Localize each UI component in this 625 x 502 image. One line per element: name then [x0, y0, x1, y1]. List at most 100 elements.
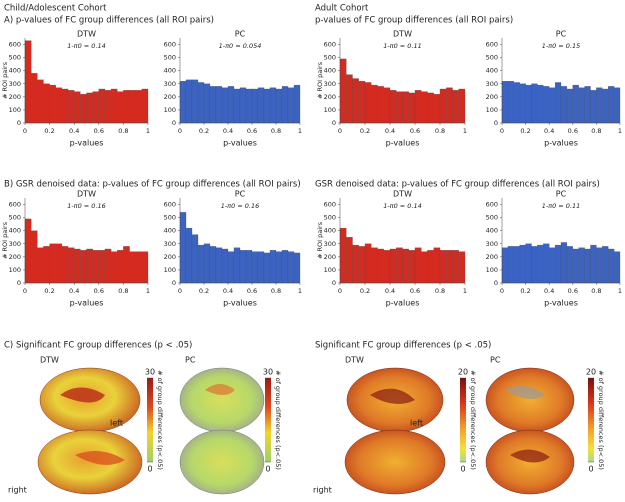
bar: [215, 86, 223, 124]
chart-title: DTW: [393, 190, 412, 199]
bar: [389, 248, 397, 284]
y-tick-label: 200: [324, 93, 336, 101]
bar: [608, 248, 615, 284]
bar: [67, 247, 75, 284]
bar: [414, 247, 422, 284]
bar: [339, 227, 347, 284]
bar: [191, 79, 199, 124]
x-tick-label: 0: [23, 127, 27, 135]
x-tick-label: 0: [178, 127, 182, 135]
y-tick-label: 0: [494, 119, 498, 127]
bar: [439, 88, 447, 124]
colorbar-tick-label: 20: [586, 368, 596, 377]
x-tick-label: 0.4: [69, 127, 79, 135]
y-tick-label: 200: [9, 93, 21, 101]
bar: [578, 87, 585, 124]
bar: [537, 84, 544, 124]
y-tick-label: 0: [172, 279, 176, 287]
bar: [30, 73, 38, 124]
cohort-title: Adult Cohort: [315, 4, 369, 14]
bar: [408, 250, 416, 284]
y-tick-label: 0: [172, 119, 176, 127]
y-tick-label: 600: [164, 201, 176, 209]
colorbar-tick-label: 20: [458, 368, 468, 377]
hemisphere-label: left: [410, 419, 423, 428]
bar: [123, 246, 130, 284]
y-axis-label: # ROI pairs: [1, 61, 9, 99]
y-axis-label: # ROI pairs: [316, 61, 324, 99]
x-tick-label: 0.6: [568, 287, 578, 295]
bar: [358, 246, 366, 284]
bar: [513, 246, 520, 284]
bar: [572, 84, 579, 124]
bar: [275, 251, 283, 284]
x-tick-label: 0.2: [520, 287, 530, 295]
bar: [364, 243, 372, 284]
x-tick-label: 0.8: [118, 287, 128, 295]
bar: [566, 246, 573, 284]
x-tick-label: 1: [146, 127, 150, 135]
bar: [269, 87, 277, 124]
y-tick-label: 600: [9, 201, 21, 209]
x-axis-label: p-values: [70, 139, 104, 148]
bar: [383, 250, 391, 284]
bar: [110, 251, 118, 284]
bar: [24, 40, 32, 124]
x-tick-label: 0: [338, 127, 342, 135]
chart-title: PC: [235, 30, 246, 39]
bar: [578, 247, 585, 284]
bar: [251, 88, 259, 124]
y-tick-label: 100: [164, 266, 176, 274]
y-tick-label: 100: [486, 106, 498, 114]
colorbar: [265, 378, 271, 462]
bar: [452, 90, 459, 124]
bar: [507, 246, 514, 284]
x-tick-label: 0.4: [544, 287, 554, 295]
bar: [531, 246, 538, 284]
bar: [358, 81, 366, 124]
x-tick-label: 1: [298, 127, 302, 135]
bar: [92, 250, 99, 284]
chart-subtitle: 1-π0 = 0.14: [383, 202, 422, 210]
y-tick-label: 400: [164, 67, 176, 75]
section-title: C) Significant FC group differences (p <…: [4, 341, 192, 351]
x-axis-label: p-values: [223, 139, 257, 148]
y-tick-label: 0: [17, 279, 21, 287]
x-tick-label: 0.2: [360, 127, 370, 135]
x-tick-label: 0.6: [247, 287, 257, 295]
y-tick-label: 500: [486, 214, 498, 222]
bar: [371, 247, 378, 284]
bar: [55, 243, 63, 284]
bar: [117, 91, 124, 124]
bar: [257, 251, 265, 284]
y-tick-label: 200: [486, 253, 498, 261]
x-tick-label: 0.6: [247, 127, 257, 135]
bar: [30, 230, 38, 284]
bar: [543, 243, 550, 284]
y-axis-label: # ROI pairs: [1, 221, 9, 259]
bar: [352, 78, 359, 124]
x-tick-label: 0.2: [360, 287, 370, 295]
bar: [80, 94, 87, 124]
bar: [549, 247, 556, 284]
y-tick-label: 300: [324, 80, 336, 88]
bar: [339, 58, 347, 124]
x-tick-label: 0.4: [223, 127, 233, 135]
bar: [227, 86, 235, 124]
bar: [98, 88, 106, 124]
bar: [543, 86, 550, 124]
y-tick-label: 500: [9, 214, 21, 222]
bar: [110, 88, 118, 124]
bar: [209, 246, 217, 284]
brain-title: DTW: [40, 356, 59, 365]
bar: [80, 250, 87, 284]
bar: [43, 83, 50, 124]
section-title: GSR denoised data: p-values of FC group …: [315, 180, 600, 190]
bar: [371, 84, 378, 124]
colorbar-label: # of group differences (p<.05): [597, 370, 605, 470]
x-tick-label: 0.2: [520, 127, 530, 135]
bar: [263, 252, 271, 284]
bar: [501, 247, 509, 284]
x-tick-label: 0.8: [271, 287, 281, 295]
colorbar-label: # of group differences (p<.05): [156, 370, 164, 470]
